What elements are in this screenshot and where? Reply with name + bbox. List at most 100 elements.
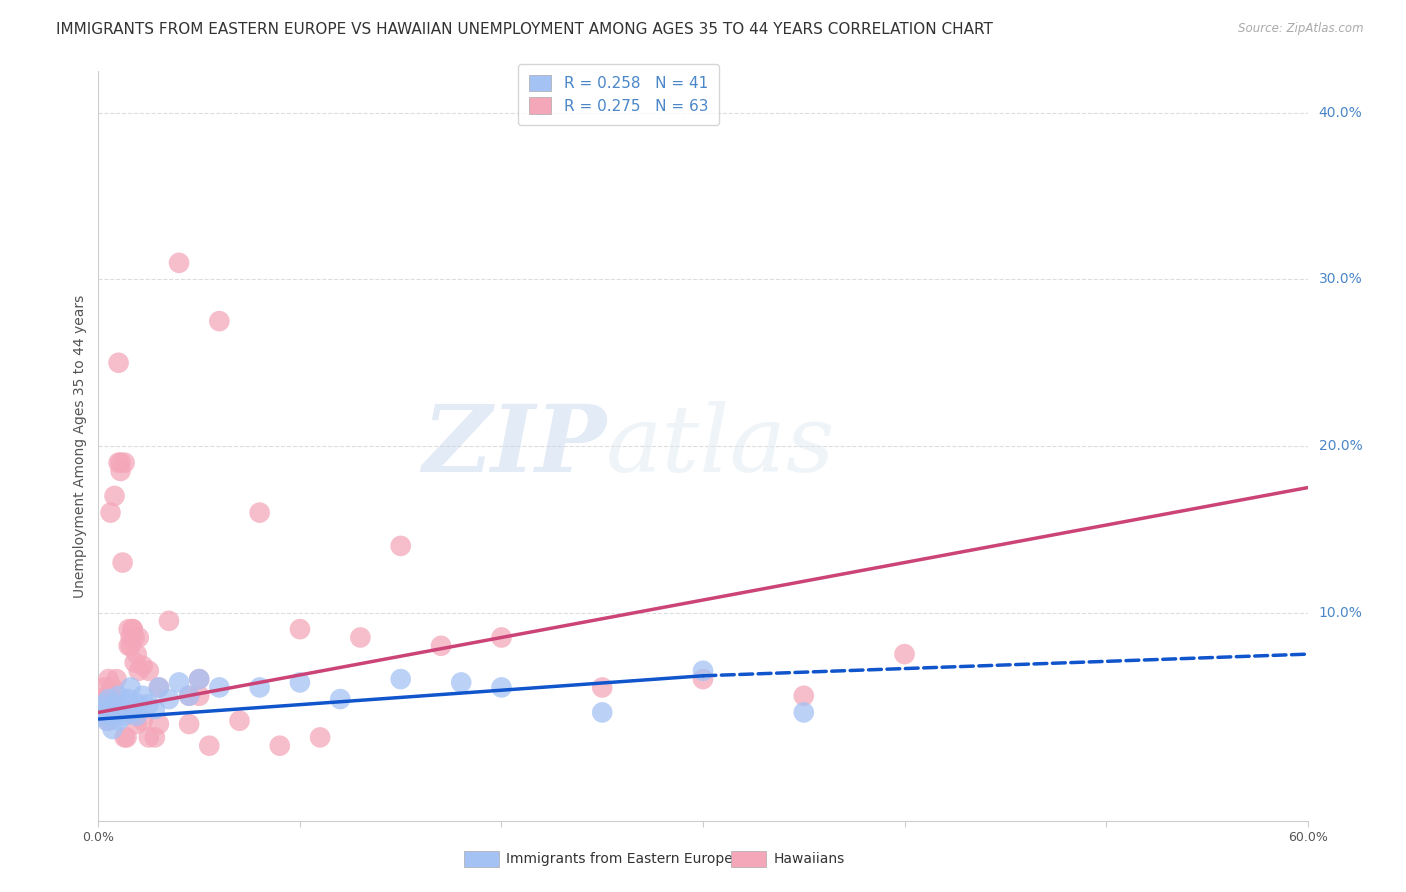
Text: Immigrants from Eastern Europe: Immigrants from Eastern Europe <box>506 852 733 866</box>
Point <box>491 681 513 695</box>
Point <box>93 697 115 711</box>
Point <box>349 631 371 645</box>
Point <box>91 692 114 706</box>
Point <box>389 672 412 686</box>
Point <box>115 697 138 711</box>
Legend: R = 0.258   N = 41, R = 0.275   N = 63: R = 0.258 N = 41, R = 0.275 N = 63 <box>517 64 718 125</box>
Point <box>793 706 815 720</box>
Point <box>491 631 513 645</box>
Point <box>128 697 150 711</box>
Point <box>96 689 118 703</box>
Point <box>249 506 271 520</box>
Point <box>93 681 115 695</box>
Point <box>107 456 129 470</box>
Point <box>167 256 190 270</box>
Point <box>167 675 190 690</box>
Point <box>107 689 129 703</box>
Point <box>121 706 143 720</box>
Point <box>128 631 150 645</box>
Point <box>269 739 291 753</box>
Point <box>110 706 132 720</box>
Point <box>120 681 142 695</box>
Point <box>430 639 453 653</box>
Point <box>157 614 180 628</box>
Point <box>101 722 124 736</box>
Point <box>124 631 146 645</box>
Point <box>121 622 143 636</box>
Point <box>228 714 250 728</box>
Point <box>143 731 166 745</box>
Point <box>288 622 311 636</box>
Point <box>105 672 128 686</box>
Point <box>329 692 352 706</box>
Point <box>148 681 170 695</box>
Point <box>114 708 136 723</box>
Point <box>893 647 915 661</box>
Point <box>97 672 120 686</box>
Point <box>249 681 271 695</box>
Point <box>188 672 211 686</box>
Point <box>793 689 815 703</box>
Point <box>114 731 136 745</box>
Point <box>188 672 211 686</box>
Point <box>132 714 155 728</box>
Point <box>309 731 332 745</box>
Point <box>125 647 148 661</box>
Point <box>89 702 111 716</box>
Point <box>115 731 138 745</box>
Point <box>692 664 714 678</box>
Point <box>288 675 311 690</box>
Point <box>111 706 134 720</box>
Point <box>138 697 160 711</box>
Text: 20.0%: 20.0% <box>1319 439 1362 453</box>
Point <box>143 702 166 716</box>
Point <box>100 506 122 520</box>
Point <box>125 708 148 723</box>
Point <box>124 702 146 716</box>
Point <box>91 702 114 716</box>
Point <box>120 631 142 645</box>
Point <box>120 639 142 653</box>
Point <box>132 658 155 673</box>
Point <box>118 692 141 706</box>
Point <box>208 314 231 328</box>
Text: 10.0%: 10.0% <box>1319 606 1362 620</box>
Point <box>100 697 122 711</box>
Point <box>121 622 143 636</box>
Point <box>125 717 148 731</box>
Text: IMMIGRANTS FROM EASTERN EUROPE VS HAWAIIAN UNEMPLOYMENT AMONG AGES 35 TO 44 YEAR: IMMIGRANTS FROM EASTERN EUROPE VS HAWAII… <box>56 22 993 37</box>
Text: 30.0%: 30.0% <box>1319 272 1362 286</box>
Point <box>179 689 201 703</box>
Text: 40.0%: 40.0% <box>1319 106 1362 120</box>
Point <box>101 692 124 706</box>
Point <box>114 456 136 470</box>
Point <box>103 489 125 503</box>
Point <box>110 464 132 478</box>
Point <box>138 731 160 745</box>
Point <box>128 664 150 678</box>
Point <box>93 708 115 723</box>
Point <box>188 689 211 703</box>
Text: atlas: atlas <box>606 401 835 491</box>
Point <box>101 681 124 695</box>
Point <box>124 656 146 670</box>
Y-axis label: Unemployment Among Ages 35 to 44 years: Unemployment Among Ages 35 to 44 years <box>73 294 87 598</box>
Text: Hawaiians: Hawaiians <box>773 852 845 866</box>
Point <box>107 714 129 728</box>
Point <box>132 689 155 703</box>
Point <box>97 714 120 728</box>
Point <box>111 556 134 570</box>
Point <box>118 622 141 636</box>
Point <box>179 689 201 703</box>
Point <box>138 664 160 678</box>
Point <box>97 706 120 720</box>
Point <box>692 672 714 686</box>
Point <box>118 639 141 653</box>
Point <box>157 692 180 706</box>
Point <box>103 702 125 716</box>
Point <box>179 717 201 731</box>
Point <box>450 675 472 690</box>
Point <box>96 714 118 728</box>
Point <box>89 708 111 723</box>
Point <box>389 539 412 553</box>
